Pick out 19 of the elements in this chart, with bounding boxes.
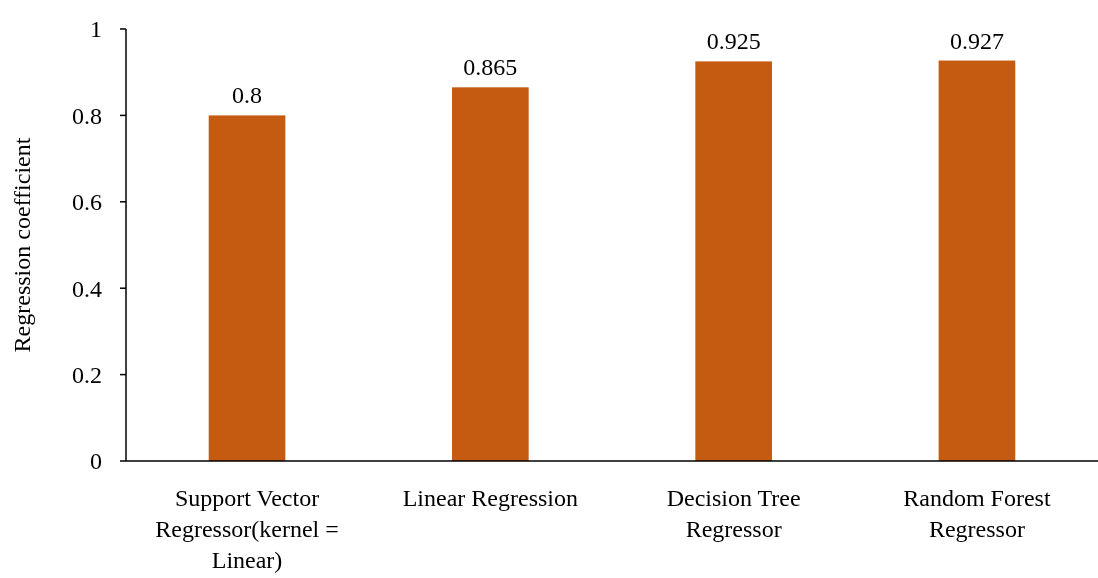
x-tick-label: Decision Tree Regressor — [666, 485, 801, 542]
y-tick-label: 1 — [90, 16, 102, 43]
y-axis-title: Regression coefficient — [9, 137, 35, 353]
data-label: 0.8 — [232, 82, 263, 109]
y-tick-label: 0 — [90, 448, 102, 475]
bar — [938, 60, 1016, 461]
y-tick-label: 0.2 — [72, 362, 102, 388]
data-label: 0.865 — [463, 54, 518, 81]
y-tick-label: 0.4 — [72, 275, 102, 302]
y-tick-label: 0.6 — [72, 189, 102, 216]
data-label: 0.927 — [949, 27, 1004, 54]
bar — [208, 115, 286, 461]
bar — [452, 87, 529, 461]
data-label: 0.925 — [706, 28, 761, 55]
x-tick-label: Random Forest Regressor — [903, 485, 1051, 542]
x-tick-label: Linear Regression — [402, 485, 578, 511]
y-tick-label: 0.8 — [72, 102, 102, 129]
x-tick-label: Support Vector Regressor(kernel = Linear) — [155, 485, 339, 573]
bar — [695, 61, 772, 461]
